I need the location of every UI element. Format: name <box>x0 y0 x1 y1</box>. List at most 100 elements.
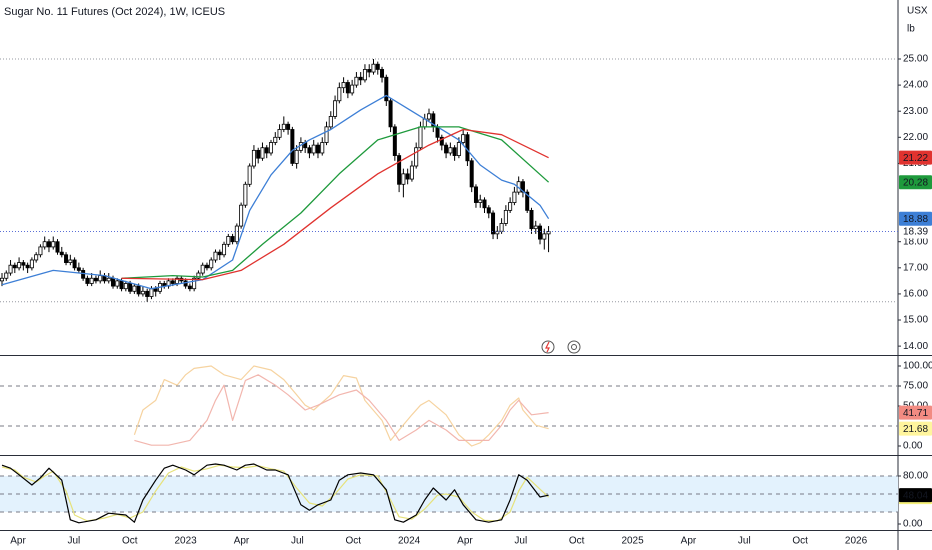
candle-body <box>350 84 355 94</box>
price-badge-label: 20.28 <box>903 177 928 188</box>
y-tick-label: 17.00 <box>903 262 928 273</box>
price-badge <box>899 405 932 420</box>
y-tick-label: 24.00 <box>903 80 928 91</box>
candle-body <box>324 126 329 143</box>
indicator-line <box>121 128 549 281</box>
candle-body <box>196 272 201 279</box>
y-tick-label: 18.00 <box>903 236 928 247</box>
price-badge-label: 18.88 <box>903 214 928 225</box>
event-icon[interactable] <box>567 340 581 354</box>
candle-body <box>448 147 453 154</box>
x-tick-label: Apr <box>681 536 697 547</box>
candle-body <box>452 147 457 156</box>
candle-body <box>140 290 145 295</box>
candle-body <box>503 209 508 224</box>
x-tick-label: 2026 <box>845 536 868 547</box>
candle-body <box>512 191 517 203</box>
price-badge <box>899 421 932 436</box>
last-price-label: 18.39 <box>903 227 928 238</box>
candle-body <box>546 231 551 235</box>
candle-body <box>8 264 13 274</box>
candle-body <box>115 280 120 287</box>
x-tick-label: Jul <box>67 536 80 547</box>
price-badge-label: 21.22 <box>903 153 928 164</box>
x-tick-label: Oct <box>569 536 585 547</box>
candle-body <box>230 236 235 243</box>
candle-body <box>401 173 406 185</box>
candle-body <box>380 69 385 78</box>
candle-body <box>499 223 504 232</box>
y-tick-label: 100.00 <box>903 361 932 372</box>
chart-title: Sugar No. 11 Futures (Oct 2024), 1W, ICE… <box>4 6 225 18</box>
candle-body <box>55 241 60 253</box>
candle-body <box>226 236 231 245</box>
candle-body <box>444 144 449 154</box>
candle-body <box>367 69 372 73</box>
y-tick-label: 14.00 <box>903 341 928 352</box>
x-tick-label: Oct <box>792 536 808 547</box>
candle-body <box>486 207 491 214</box>
candle-body <box>93 277 98 282</box>
candle-body <box>473 186 478 203</box>
candle-body <box>542 233 547 240</box>
candle-body <box>153 288 158 292</box>
candle-body <box>0 277 4 282</box>
candle-body <box>247 165 252 185</box>
candle-body <box>311 144 316 154</box>
candle-body <box>123 283 128 290</box>
candle-body <box>29 259 34 269</box>
last-price-bg <box>899 224 932 239</box>
candle-body <box>362 69 367 81</box>
candle-body <box>384 76 389 102</box>
candle-body <box>281 123 286 130</box>
candle-body <box>111 277 116 287</box>
candle-body <box>76 267 81 271</box>
price-badge <box>899 150 932 165</box>
candle-body <box>260 147 265 159</box>
indicator-line <box>134 374 549 446</box>
candle-body <box>251 149 256 167</box>
candle-body <box>34 254 39 261</box>
candle-body <box>25 264 30 269</box>
candle-body <box>397 155 402 185</box>
y-tick-label: 0.00 <box>903 441 923 452</box>
x-tick-label: Apr <box>234 536 250 547</box>
indicator-line <box>1 94 550 290</box>
candle-body <box>234 225 239 243</box>
candle-body <box>533 225 538 230</box>
candle-body <box>42 241 47 248</box>
candle-body <box>439 136 444 146</box>
candle-body <box>320 142 325 154</box>
candle-body <box>170 280 175 284</box>
candle-body <box>204 264 209 269</box>
candle-body <box>187 285 192 290</box>
candle-body <box>418 126 423 149</box>
x-tick-label: Apr <box>457 536 473 547</box>
candle-body <box>508 202 513 211</box>
candle-body <box>529 209 534 230</box>
candle-body <box>256 149 261 159</box>
candle-body <box>525 191 530 211</box>
candle-body <box>192 277 197 290</box>
candle-body <box>273 136 278 143</box>
candle-body <box>68 259 73 263</box>
candle-body <box>149 288 154 297</box>
candle-body <box>371 63 376 73</box>
candle-body <box>358 76 363 81</box>
candle-body <box>495 230 500 235</box>
candle-body <box>341 82 346 89</box>
candle-body <box>222 243 227 256</box>
candle-body <box>520 181 525 193</box>
candle-body <box>12 264 17 269</box>
indicator-line <box>1 464 550 522</box>
candle-body <box>51 241 56 248</box>
price-badge-label: 41.71 <box>903 408 928 419</box>
candle-body <box>426 113 431 120</box>
candle-body <box>59 251 64 256</box>
candle-body <box>456 142 461 156</box>
unit-label: lb <box>907 24 915 35</box>
candle-body <box>269 142 274 154</box>
event-icon[interactable] <box>541 340 555 354</box>
x-tick-label: Apr <box>10 536 26 547</box>
